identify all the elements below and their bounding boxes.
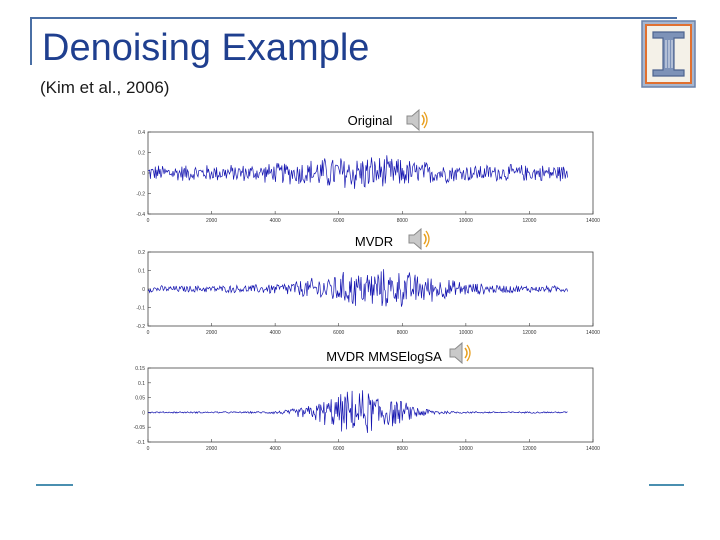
x-tick-label: 12000 bbox=[522, 330, 536, 336]
x-tick-label: 10000 bbox=[459, 218, 473, 224]
x-tick-label: 8000 bbox=[397, 330, 408, 336]
chart-title: MVDR MMSElogSA bbox=[326, 349, 442, 364]
slide-frame-top bbox=[30, 17, 677, 19]
y-tick-label: 0.05 bbox=[135, 396, 145, 402]
x-tick-label: 10000 bbox=[459, 446, 473, 452]
x-tick-label: 6000 bbox=[333, 330, 344, 336]
x-tick-label: 2000 bbox=[206, 218, 217, 224]
x-tick-label: 4000 bbox=[270, 218, 281, 224]
chart-title: MVDR bbox=[355, 234, 393, 249]
slide-frame-left bbox=[30, 17, 32, 65]
y-tick-label: -0.2 bbox=[136, 192, 145, 198]
y-tick-label: -0.2 bbox=[136, 324, 145, 330]
x-tick-label: 12000 bbox=[522, 446, 536, 452]
x-tick-label: 12000 bbox=[522, 218, 536, 224]
waveform-series bbox=[147, 269, 568, 307]
x-tick-label: 4000 bbox=[270, 446, 281, 452]
x-tick-label: 6000 bbox=[333, 218, 344, 224]
chart-title: Original bbox=[348, 113, 393, 128]
x-tick-label: 6000 bbox=[333, 446, 344, 452]
y-tick-label: 0 bbox=[142, 171, 145, 177]
x-tick-label: 0 bbox=[147, 218, 150, 224]
x-tick-label: 0 bbox=[147, 330, 150, 336]
x-tick-label: 10000 bbox=[459, 330, 473, 336]
university-pillar-logo bbox=[641, 20, 696, 88]
x-tick-label: 2000 bbox=[206, 330, 217, 336]
footer-line-left bbox=[36, 484, 73, 486]
y-tick-label: 0 bbox=[142, 287, 145, 293]
x-tick-label: 8000 bbox=[397, 446, 408, 452]
y-tick-label: -0.05 bbox=[134, 425, 146, 431]
y-tick-label: 0.2 bbox=[138, 151, 145, 157]
y-tick-label: -0.1 bbox=[136, 440, 145, 446]
y-tick-label: 0.1 bbox=[138, 269, 145, 275]
footer-line-right bbox=[649, 484, 684, 486]
waveform-series bbox=[147, 155, 568, 189]
x-tick-label: 0 bbox=[147, 446, 150, 452]
x-tick-label: 8000 bbox=[397, 218, 408, 224]
y-tick-label: 0.1 bbox=[138, 381, 145, 387]
y-tick-label: -0.4 bbox=[136, 212, 145, 218]
x-tick-label: 14000 bbox=[586, 330, 600, 336]
speaker-icon[interactable] bbox=[447, 340, 473, 371]
slide-subtitle: (Kim et al., 2006) bbox=[40, 78, 170, 97]
x-tick-label: 14000 bbox=[586, 218, 600, 224]
y-tick-label: -0.1 bbox=[136, 306, 145, 312]
y-tick-label: 0.15 bbox=[135, 366, 145, 372]
y-tick-label: 0 bbox=[142, 410, 145, 416]
y-tick-label: 0.2 bbox=[138, 250, 145, 256]
x-tick-label: 14000 bbox=[586, 446, 600, 452]
speaker-icon[interactable] bbox=[404, 107, 430, 138]
speaker-icon[interactable] bbox=[406, 226, 432, 257]
plot-frame bbox=[147, 131, 594, 215]
y-tick-label: 0.4 bbox=[138, 130, 145, 136]
waveform-series bbox=[147, 390, 568, 433]
x-tick-label: 2000 bbox=[206, 446, 217, 452]
slide-title: Denoising Example bbox=[42, 27, 370, 69]
x-tick-label: 4000 bbox=[270, 330, 281, 336]
